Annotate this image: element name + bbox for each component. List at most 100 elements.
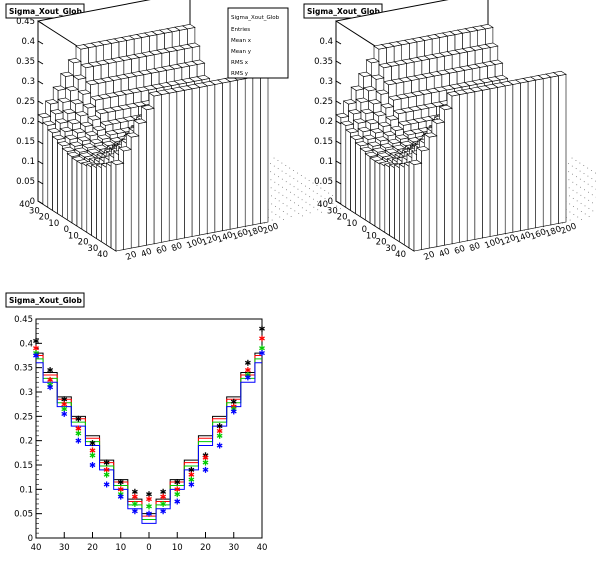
- x-tick-label: 10: [346, 219, 357, 229]
- lego-bar: [408, 159, 423, 252]
- y-tick-label: 0.35: [14, 364, 33, 374]
- data-point: [33, 352, 39, 359]
- data-point: [174, 491, 181, 498]
- z-tick-label: 0.3: [319, 77, 333, 87]
- z-tick-mark: [335, 140, 342, 145]
- y-tick-label: 40: [438, 247, 452, 260]
- data-point: [188, 481, 195, 488]
- z-tick-label: 0.25: [16, 97, 35, 107]
- data-point: [117, 493, 124, 500]
- y-tick-label: 0.25: [14, 412, 33, 422]
- x-tick-label: 0: [362, 225, 367, 235]
- data-point: [103, 459, 110, 466]
- data-point: [131, 493, 138, 500]
- data-point: [202, 466, 209, 473]
- panel-2-lego-plot: 00.050.10.150.20.250.30.350.440302010010…: [314, 0, 596, 263]
- blue-histogram: [36, 362, 262, 524]
- data-point: [131, 500, 138, 507]
- y-tick-label: 60: [155, 244, 169, 257]
- panel-1-title: Sigma_Xout_Glob: [9, 7, 82, 16]
- x-tick-label: 30: [59, 543, 70, 553]
- y-tick-label: 0.4: [19, 339, 33, 349]
- z-tick-mark: [335, 120, 342, 125]
- data-point: [117, 479, 124, 486]
- stats-line-0: Sigma_Xout_Glob: [231, 15, 280, 21]
- panel-1: Sigma_Xout_Glob 0 0.05 0.1 0.15 0.2 0.25 0.3 0.…: [5, 0, 349, 263]
- z-tick-label: 0.2: [21, 117, 35, 127]
- stats-line-2: Mean x: [231, 38, 252, 44]
- data-point: [202, 459, 209, 466]
- panel-3-title: Sigma_Xout_Glob: [9, 296, 82, 305]
- data-point: [160, 493, 167, 500]
- x-tick-label: 40: [19, 200, 30, 210]
- y-tick-label: 20: [125, 250, 139, 263]
- data-point: [146, 496, 152, 503]
- stats-line-1: Entries: [231, 27, 250, 33]
- x-tick-label: 40: [97, 250, 108, 260]
- data-point: [103, 481, 110, 488]
- z-tick-mark: [37, 80, 44, 85]
- z-tick-label: 0: [328, 197, 333, 207]
- y-tick-label: 0: [28, 534, 33, 544]
- panel-1-title-box: [5, 3, 85, 19]
- x-tick-label: 20: [78, 238, 89, 248]
- x-tick-label: 20: [87, 543, 98, 553]
- data-point: [47, 367, 54, 374]
- series-2: [33, 345, 265, 510]
- panel-1-lego-plot: 00.050.10.150.20.250.30.350.40.454030201…: [16, 0, 349, 263]
- z-tick-mark: [37, 200, 44, 205]
- z-tick-label: 0.15: [16, 137, 35, 147]
- z-tick-label: 0: [30, 197, 35, 207]
- z-tick-label: 0.4: [21, 37, 35, 47]
- panel-2: Sigma_Xout_Glob 0 0.05 0.1 0.15 0.2 0.25 0.3 0.…: [303, 0, 596, 263]
- y-tick-label: 0.05: [14, 510, 33, 520]
- z-tick-label: 0.1: [319, 157, 333, 167]
- data-point: [61, 410, 68, 417]
- panel-3-title-box: [5, 292, 85, 308]
- x-tick-label: 0: [146, 543, 151, 553]
- y-tick-label: 0.1: [19, 485, 33, 495]
- series-0: [33, 325, 265, 498]
- data-point: [160, 500, 167, 507]
- y-tick-label: 0.15: [14, 461, 33, 471]
- y-tick-label: 200: [559, 221, 578, 236]
- z-tick-mark: [335, 180, 342, 185]
- y-tick-label: 40: [140, 247, 154, 260]
- x-tick-label: 40: [31, 543, 42, 553]
- data-point: [216, 432, 223, 439]
- series-3: [33, 350, 265, 517]
- z-tick-mark: [37, 180, 44, 185]
- z-tick-label: 0.3: [21, 77, 35, 87]
- data-point: [89, 440, 96, 447]
- z-tick-mark: [37, 40, 44, 45]
- z-tick-mark: [335, 40, 342, 45]
- z-tick-mark: [37, 160, 44, 165]
- panel-2-title-box: [303, 3, 383, 19]
- panel-3: Sigma_Xout_Glob 0 0.05 0.1 0.15 0.2 0.25 0.3 0.…: [5, 292, 267, 553]
- x-tick-label: 40: [317, 200, 328, 210]
- z-tick-label: 0.45: [16, 17, 35, 27]
- z-tick-mark: [335, 160, 342, 165]
- x-tick-label: 10: [48, 219, 59, 229]
- z-tick-label: 0.35: [314, 57, 333, 67]
- x-tick-label: 20: [376, 238, 387, 248]
- data-point: [146, 510, 152, 517]
- x-tick-label: 30: [327, 206, 338, 216]
- stats-line-3: Mean y: [231, 49, 252, 55]
- data-point: [244, 374, 251, 381]
- z-tick-label: 0.4: [319, 37, 333, 47]
- x-tick-label: 10: [366, 231, 377, 241]
- data-point: [230, 408, 237, 415]
- z-tick-mark: [335, 80, 342, 85]
- data-point: [75, 430, 82, 437]
- z-tick-mark: [37, 60, 44, 65]
- y-tick-label: 20: [423, 250, 437, 263]
- x-tick-label: 10: [172, 543, 183, 553]
- z-tick-mark: [37, 100, 44, 105]
- panel-2-title: Sigma_Xout_Glob: [307, 7, 380, 16]
- y-tick-label: 60: [453, 244, 467, 257]
- panel-1-stats-box: Sigma_Xout_Glob Entries Mean x Mean y RM…: [227, 7, 289, 79]
- data-point: [89, 462, 96, 468]
- x-tick-label: 20: [39, 213, 50, 223]
